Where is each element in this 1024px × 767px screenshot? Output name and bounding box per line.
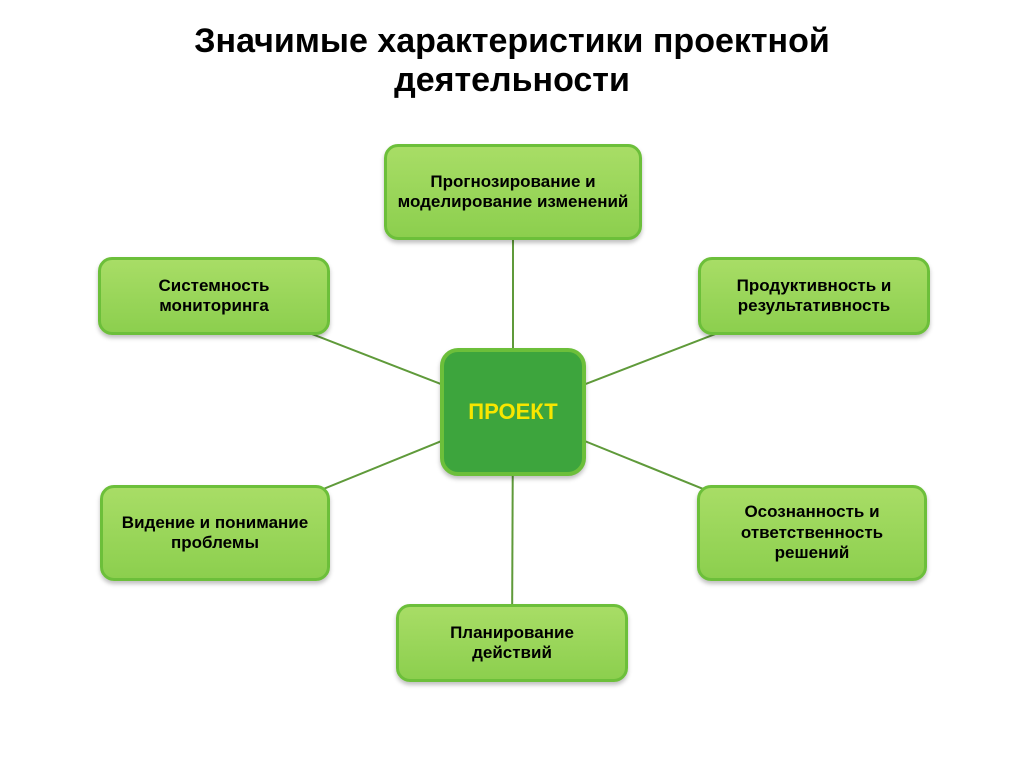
spoke-bottom: Планирование действий — [396, 604, 628, 682]
spoke-top-right: Продуктивность и результативность — [698, 257, 930, 335]
title-line-2: деятельности — [0, 61, 1024, 100]
spoke-top: Прогнозирование и моделирование изменени… — [384, 144, 642, 240]
title-line-1: Значимые характеристики проектной — [0, 22, 1024, 61]
spoke-top-left: Системность мониторинга — [98, 257, 330, 335]
spoke-bottom-right: Осознанность и ответственность решений — [697, 485, 927, 581]
slide-title: Значимые характеристики проектной деятел… — [0, 22, 1024, 100]
spoke-bottom-left: Видение и понимание проблемы — [100, 485, 330, 581]
center-node: ПРОЕКТ — [440, 348, 586, 476]
slide: Значимые характеристики проектной деятел… — [0, 0, 1024, 767]
